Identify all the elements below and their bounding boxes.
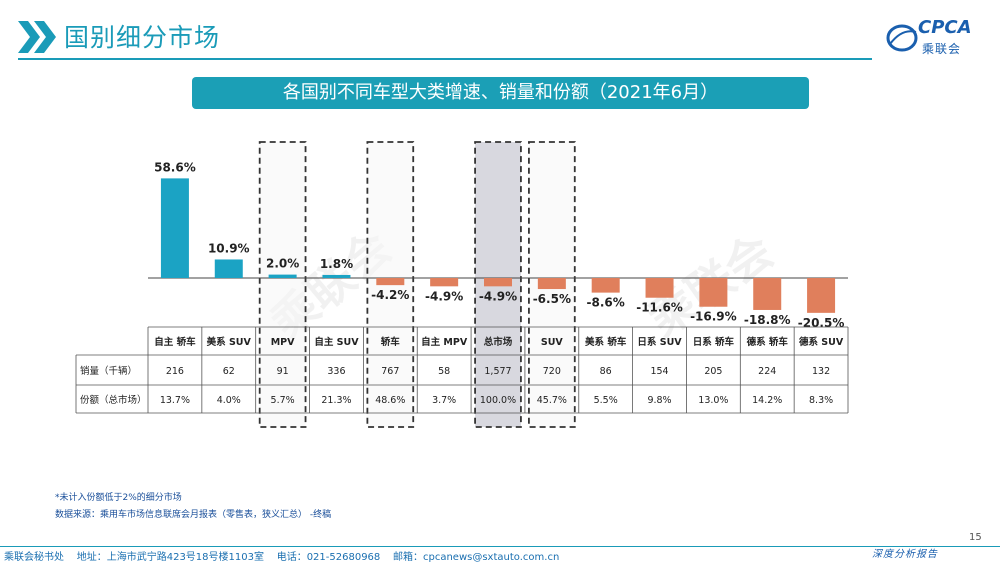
table-cell: 13.7% — [160, 395, 190, 406]
data-label: 1.8% — [320, 257, 353, 271]
table-cell: 45.7% — [537, 395, 567, 406]
bar — [322, 274, 351, 278]
data-label: 2.0% — [266, 257, 299, 271]
data-label: -4.9% — [479, 289, 517, 303]
table-cell: 4.0% — [217, 395, 241, 406]
chevron-icon — [18, 21, 56, 53]
data-label: -11.6% — [636, 301, 683, 315]
data-label: -20.5% — [798, 316, 845, 330]
table-row-label: 份额（总市场） — [80, 394, 147, 406]
data-label: -4.9% — [425, 289, 463, 303]
table-cell: 62 — [223, 366, 235, 377]
table-cell: 767 — [381, 366, 399, 377]
note-line-1: *未计入份额低于2%的细分市场 — [55, 493, 182, 503]
data-label: -16.9% — [690, 310, 737, 324]
logo-text: CPCA — [918, 17, 972, 38]
bar — [214, 259, 243, 278]
bar — [753, 278, 782, 310]
category-label: 美系 SUV — [206, 336, 252, 348]
bar — [645, 278, 674, 298]
table-cell: 216 — [166, 366, 184, 377]
table-cell: 1,577 — [484, 366, 511, 377]
category-label: SUV — [541, 337, 564, 348]
table-cell: 205 — [704, 366, 722, 377]
notes: *未计入份额低于2%的细分市场 数据来源：乘用车市场信息联席会月报表（零售表，狭… — [55, 490, 331, 524]
bar — [376, 278, 405, 286]
category-label: 日系 轿车 — [693, 336, 735, 348]
footer-tagline: 深度分析报告 — [872, 549, 938, 560]
footer-divider — [0, 546, 1000, 547]
data-label: 10.9% — [208, 241, 250, 255]
bar — [160, 178, 189, 278]
table-cell: 58 — [438, 366, 450, 377]
table-cell: 8.3% — [809, 395, 833, 406]
table-cell: 336 — [327, 366, 345, 377]
table-cell: 86 — [600, 366, 612, 377]
category-label: 自主 MPV — [421, 336, 468, 348]
data-label: 58.6% — [154, 160, 196, 174]
bar — [268, 274, 297, 278]
data-label: -8.6% — [587, 296, 625, 310]
bar — [484, 278, 512, 287]
data-label: -6.5% — [533, 292, 571, 306]
table-cell: 224 — [758, 366, 776, 377]
category-label: 美系 轿车 — [584, 336, 627, 348]
logo-cn: 乘联会 — [922, 42, 962, 56]
table-row-label: 销量（千辆） — [80, 365, 137, 377]
table-cell: 5.7% — [271, 395, 295, 406]
table-cell: 100.0% — [480, 395, 516, 406]
data-label: -4.2% — [371, 288, 409, 302]
bar — [807, 278, 836, 313]
footer-contact: 乘联会秘书处 地址：上海市武宁路423号18号楼1103室 电话：021-526… — [4, 552, 560, 563]
table-cell: 9.8% — [647, 395, 671, 406]
page-title: 国别细分市场 — [64, 23, 221, 52]
bar — [430, 278, 459, 287]
category-label: 总市场 — [484, 336, 513, 348]
category-label: 自主 轿车 — [154, 336, 196, 348]
title-underline — [18, 58, 872, 60]
category-label: MPV — [271, 337, 295, 348]
category-label: 德系 SUV — [799, 336, 844, 348]
table-cell: 14.2% — [752, 395, 782, 406]
category-label: 自主 SUV — [314, 336, 359, 348]
table-cell: 21.3% — [321, 395, 351, 406]
category-label: 日系 SUV — [637, 336, 682, 348]
cpca-logo-icon — [886, 24, 918, 52]
table-cell: 132 — [812, 366, 830, 377]
table-cell: 154 — [650, 366, 668, 377]
bar — [537, 278, 566, 290]
chart-title-banner: 各国别不同车型大类增速、销量和份额（2021年6月） — [192, 77, 809, 109]
table-cell: 91 — [277, 366, 289, 377]
table-cell: 48.6% — [375, 395, 405, 406]
table-cell: 3.7% — [432, 395, 456, 406]
bar — [699, 278, 728, 307]
table-cell: 5.5% — [594, 395, 618, 406]
page-number: 15 — [969, 532, 982, 543]
bar — [591, 278, 620, 293]
category-label: 轿车 — [381, 336, 401, 348]
table-cell: 13.0% — [698, 395, 728, 406]
category-label: 德系 轿车 — [747, 336, 789, 348]
table-cell: 720 — [543, 366, 561, 377]
note-line-2: 数据来源：乘用车市场信息联席会月报表（零售表，狭义汇总） -终稿 — [55, 510, 332, 520]
highlight-box — [258, 141, 307, 428]
data-label: -18.8% — [744, 313, 791, 327]
